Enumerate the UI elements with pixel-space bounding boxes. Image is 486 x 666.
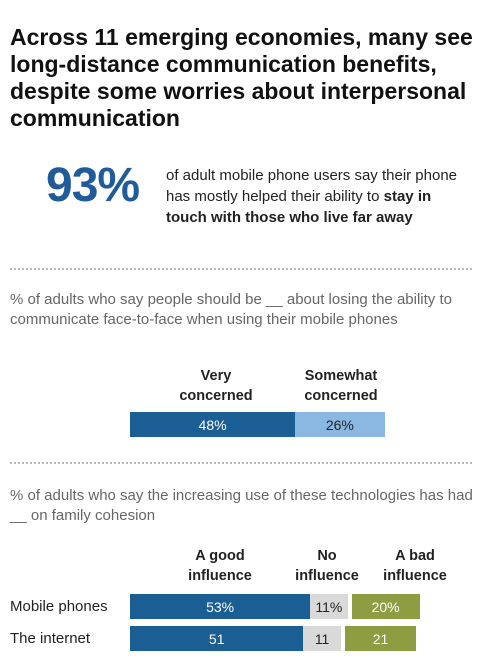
header-good-influence-line1: A good bbox=[195, 548, 245, 564]
header-very-concerned-line2: concerned bbox=[179, 388, 253, 404]
concern-question: % of adults who say people should be __ … bbox=[10, 291, 452, 328]
header-somewhat-concerned: Somewhat concerned bbox=[290, 366, 392, 406]
bar-bad-influence: 21 bbox=[344, 626, 417, 651]
concern-bar-very: 48% bbox=[130, 412, 296, 437]
chart-title: Across 11 emerging economies, many see l… bbox=[10, 24, 473, 131]
highlight-text-plain: of adult mobile phone users say their ph… bbox=[166, 167, 458, 205]
row-label: Mobile phones bbox=[10, 598, 108, 615]
bar-no-influence: 11 bbox=[303, 626, 341, 651]
cohesion-question: % of adults who say the increasing use o… bbox=[10, 487, 473, 524]
header-no-influence-line2: influence bbox=[295, 568, 359, 584]
header-somewhat-concerned-line1: Somewhat bbox=[304, 368, 378, 384]
highlight-text: of adult mobile phone users say their ph… bbox=[166, 165, 466, 228]
bar-no-influence: 11% bbox=[310, 594, 348, 619]
header-somewhat-concerned-line2: concerned bbox=[304, 388, 378, 404]
row-label: The internet bbox=[10, 630, 91, 647]
concern-bar-somewhat: 26% bbox=[295, 412, 385, 437]
highlight-percent: 93% bbox=[46, 159, 140, 212]
divider bbox=[10, 268, 472, 270]
header-bad-influence-line2: influence bbox=[383, 568, 447, 584]
header-bad-influence: A bad influence bbox=[372, 546, 458, 586]
divider bbox=[10, 462, 472, 464]
bar-good-influence: 51 bbox=[130, 626, 304, 651]
bar-good-influence: 53% bbox=[130, 594, 311, 619]
header-bad-influence-line1: A bad bbox=[395, 548, 435, 564]
header-no-influence-line1: No bbox=[317, 548, 337, 564]
header-no-influence: No influence bbox=[288, 546, 366, 586]
header-good-influence: A good influence bbox=[170, 546, 270, 586]
header-very-concerned-line1: Very bbox=[200, 368, 232, 384]
bar-bad-influence: 20% bbox=[351, 594, 420, 619]
highlight-text-bold: stay in touch with those who live far aw… bbox=[166, 188, 432, 226]
header-very-concerned: Very concerned bbox=[166, 366, 266, 406]
header-good-influence-line2: influence bbox=[188, 568, 252, 584]
